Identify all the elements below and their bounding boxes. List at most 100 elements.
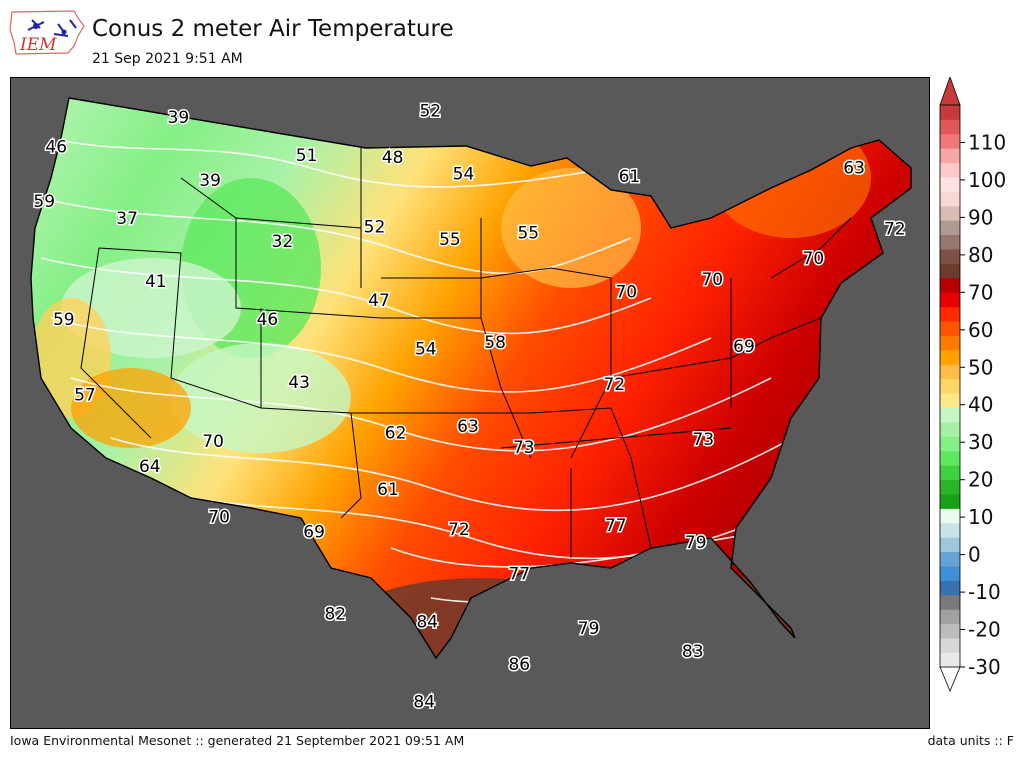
colorbar-segment [940, 551, 960, 567]
colorbar-segment [940, 522, 960, 538]
colorbar-tick-label: 30 [968, 430, 993, 454]
temperature-label: 64 [139, 457, 161, 477]
colorbar-segment [940, 306, 960, 322]
temperature-label: 51 [296, 146, 318, 166]
temperature-label: 72 [448, 520, 470, 540]
footer-credit: Iowa Environmental Mesonet :: generated … [10, 733, 465, 748]
temperature-label: 70 [803, 249, 825, 269]
temperature-label: 82 [324, 604, 346, 624]
colorbar-frame [939, 104, 961, 668]
temperature-label: 32 [272, 232, 294, 252]
colorbar-segment [940, 580, 960, 596]
temperature-label: 58 [484, 333, 506, 353]
colorbar: 110 100 90 80 70 60 50 40 30 20 10 0 -10 -20 -30 [938, 75, 1024, 693]
colorbar-segment [940, 594, 960, 610]
temperature-label: 77 [508, 564, 530, 584]
colorbar-segment [940, 465, 960, 481]
temperature-labels: 46 39 52 59 39 51 48 37 54 61 63 32 52 55 55 72 41 59 47 46… [32, 100, 907, 714]
colorbar-segment [940, 205, 960, 221]
temperature-label: 39 [168, 108, 190, 128]
colorbar-tick-label: 40 [968, 393, 993, 417]
colorbar-segment [940, 349, 960, 365]
temperature-label: 77 [605, 516, 627, 536]
temperature-label: 86 [508, 655, 530, 675]
colorbar-tick-label: 100 [968, 168, 1006, 192]
colorbar-segment [940, 494, 960, 509]
colorbar-max-arrow [939, 75, 961, 106]
temperature-label: 70 [202, 432, 224, 452]
temperature-label: 79 [685, 533, 707, 553]
temperature-label: 73 [513, 438, 535, 458]
temperature-label: 70 [208, 508, 230, 528]
colorbar-tick-label: -20 [968, 618, 1001, 642]
colorbar-segment [940, 422, 960, 437]
temperature-label: 63 [457, 417, 479, 437]
colorbar-segment [940, 220, 960, 236]
state-borders [80, 148, 852, 558]
temperature-label: 69 [303, 522, 325, 542]
colorbar-segment [940, 234, 960, 250]
colorbar-segment [940, 537, 960, 553]
temperature-label: 72 [884, 219, 906, 239]
temperature-label: 57 [74, 386, 96, 406]
temperature-label: 47 [368, 291, 390, 311]
colorbar-segment [940, 364, 960, 380]
temperature-label: 37 [116, 209, 138, 229]
logo-text: IEM [19, 35, 57, 55]
temperature-label: 84 [413, 693, 435, 713]
temperature-label: 46 [45, 137, 67, 157]
temperature-label: 55 [439, 230, 461, 250]
colorbar-segment [940, 292, 960, 308]
temperature-label: 52 [419, 102, 441, 122]
colorbar-segment [940, 249, 960, 264]
temperature-label: 69 [733, 337, 755, 357]
iem-logo: IEM [8, 6, 86, 62]
colorbar-tick-label: 80 [968, 243, 993, 267]
colorbar-segment [940, 393, 960, 409]
temperature-label: 59 [33, 192, 55, 212]
temperature-label: 84 [416, 613, 438, 633]
colorbar-segment [940, 436, 960, 452]
colorbar-tick-label: 60 [968, 318, 993, 342]
colorbar-segment [940, 450, 960, 466]
map-canvas: 46 39 52 59 39 51 48 37 54 61 63 32 52 55 55 72 41 59 47 46… [11, 78, 929, 728]
colorbar-segment [940, 162, 960, 178]
colorbar-tick-label: 90 [968, 205, 993, 229]
temperature-label: 39 [199, 171, 221, 191]
colorbar-segment [940, 508, 960, 524]
colorbar-segment [940, 133, 960, 149]
temperature-label: 61 [377, 480, 399, 500]
colorbar-segment [940, 263, 960, 279]
temperature-label: 61 [619, 167, 641, 187]
colorbar-segment [940, 652, 960, 668]
temperature-label: 73 [692, 430, 714, 450]
colorbar-tick-label: 20 [968, 468, 993, 492]
temperature-label: 52 [364, 217, 386, 237]
temperature-label: 79 [578, 619, 600, 639]
colorbar-tick-label: -30 [968, 655, 1001, 679]
colorbar-segment [940, 479, 960, 495]
colorbar-segment [940, 119, 960, 135]
footer-units: data units :: F [927, 733, 1014, 748]
temperature-label: 54 [415, 339, 437, 359]
colorbar-segment [940, 148, 960, 164]
temperature-label: 63 [843, 158, 865, 178]
colorbar-segment [940, 378, 960, 394]
temperature-label: 54 [453, 165, 475, 185]
colorbar-tick-label: 110 [968, 131, 1006, 155]
temperature-label: 59 [53, 310, 75, 330]
colorbar-segment [940, 191, 960, 207]
temperature-label: 70 [615, 283, 637, 303]
temperature-label: 55 [517, 224, 539, 244]
colorbar-tick-label: 70 [968, 280, 993, 304]
temperature-label: 62 [385, 423, 407, 443]
colorbar-segment [940, 566, 960, 581]
colorbar-segment [940, 105, 960, 120]
temperature-label: 41 [145, 272, 167, 292]
colorbar-min-arrow [939, 666, 961, 693]
colorbar-tick-label: -10 [968, 580, 1001, 604]
temperature-label: 46 [257, 310, 279, 330]
temperature-label: 43 [288, 373, 310, 393]
colorbar-segment [940, 638, 960, 653]
colorbar-segment [940, 321, 960, 336]
